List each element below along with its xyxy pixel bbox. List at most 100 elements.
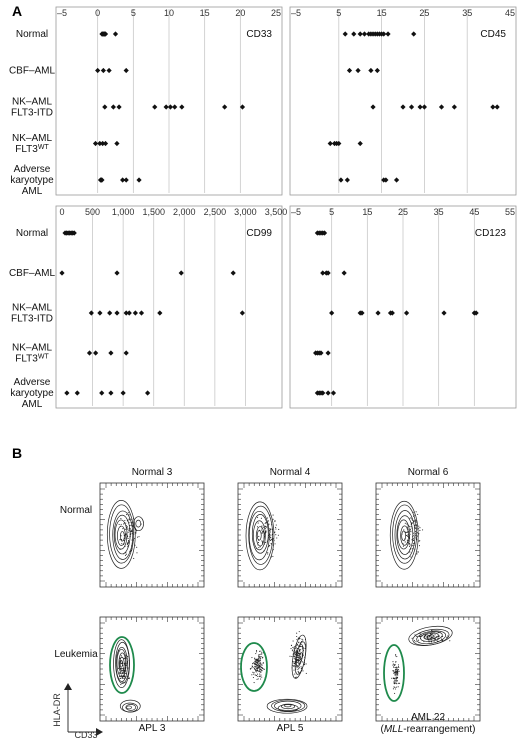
- event-dot: [397, 664, 400, 666]
- density-contour: [255, 526, 265, 547]
- event-dot: [394, 663, 396, 665]
- event-dot: [394, 664, 396, 667]
- event-dot: [256, 526, 258, 528]
- event-dot: [423, 634, 425, 636]
- event-dot: [295, 676, 297, 678]
- event-dot: [398, 666, 400, 669]
- event-dot: [259, 673, 261, 675]
- flow-plot: [237, 482, 343, 588]
- row-label: Adverse: [14, 377, 51, 388]
- event-dot: [117, 667, 120, 669]
- event-dot: [122, 681, 124, 683]
- event-dot: [293, 669, 295, 671]
- tick-label: 45: [505, 8, 515, 18]
- event-dot: [256, 666, 258, 668]
- column-header: Normal 4: [270, 467, 311, 478]
- event-dot: [434, 638, 436, 640]
- event-dot: [438, 636, 440, 638]
- event-dot: [127, 540, 130, 542]
- leukemia-gate: [383, 644, 405, 702]
- data-point: [361, 31, 368, 37]
- data-point: [321, 230, 328, 236]
- event-dot: [396, 678, 398, 680]
- event-dot: [442, 635, 444, 638]
- event-dot: [412, 545, 414, 547]
- event-dot: [258, 654, 260, 656]
- event-dot: [411, 637, 413, 639]
- event-dot: [265, 527, 267, 529]
- event-dot: [394, 672, 396, 674]
- tick-label: 500: [85, 207, 100, 217]
- data-point: [389, 310, 395, 316]
- event-dot: [259, 671, 261, 673]
- event-dot: [295, 651, 297, 653]
- event-dot: [396, 667, 398, 669]
- event-dot: [406, 539, 408, 541]
- event-dot: [120, 663, 122, 665]
- event-dot: [416, 535, 419, 537]
- event-dot: [261, 525, 263, 527]
- event-dot: [293, 655, 295, 657]
- event-dot: [126, 543, 128, 546]
- event-dot: [418, 540, 420, 542]
- event-dot: [265, 526, 268, 528]
- event-dot: [126, 526, 129, 528]
- density-contour: [112, 510, 134, 560]
- sample-label: AML 22: [411, 712, 446, 723]
- event-dot: [251, 657, 253, 659]
- event-dot: [394, 679, 396, 681]
- event-dot: [394, 688, 396, 690]
- data-point: [438, 104, 445, 110]
- density-contour: [408, 625, 453, 646]
- density-contour: [119, 656, 125, 672]
- tick-label: 1,500: [142, 207, 165, 217]
- event-dot: [397, 671, 399, 673]
- event-dot: [402, 545, 404, 547]
- row-label: NK–AML: [12, 97, 52, 108]
- event-dot: [272, 555, 274, 557]
- tick-label: 1,000: [112, 207, 135, 217]
- data-point: [93, 350, 99, 356]
- event-dot: [258, 656, 261, 658]
- data-point: [108, 350, 114, 356]
- flow-plot: [375, 616, 481, 722]
- panel-b-flow-cytometry: Normal 3 Normal 4 Normal 6 Normal Leukemia AP…: [52, 467, 481, 738]
- event-dot: [127, 541, 129, 543]
- event-dot: [258, 665, 261, 667]
- event-dot: [296, 660, 298, 662]
- event-dot: [428, 639, 430, 641]
- event-dot: [300, 667, 302, 669]
- tick-label: 15: [377, 8, 387, 18]
- data-point: [74, 390, 80, 396]
- event-dot: [431, 630, 433, 632]
- event-dot: [258, 656, 260, 658]
- row-label: CBF–AML: [9, 66, 56, 77]
- marker-name: CD99: [246, 228, 272, 239]
- event-dot: [437, 637, 439, 639]
- event-dot: [299, 660, 302, 662]
- data-point: [400, 104, 406, 110]
- event-dot: [425, 633, 427, 635]
- event-dot: [412, 539, 415, 542]
- event-dot: [395, 671, 397, 674]
- tick-label: 2,500: [204, 207, 227, 217]
- density-contour: [400, 525, 409, 546]
- event-dot: [295, 648, 297, 650]
- event-dot: [408, 542, 410, 544]
- event-dot: [121, 543, 123, 545]
- data-point: [355, 67, 361, 74]
- row-label: karyotype: [10, 175, 54, 186]
- event-dot: [261, 540, 263, 542]
- event-dot: [441, 636, 443, 638]
- event-dot: [259, 661, 261, 663]
- data-point: [370, 104, 376, 110]
- event-dot: [396, 674, 398, 676]
- event-dot: [392, 664, 394, 666]
- event-dot: [433, 638, 436, 640]
- event-dot: [296, 632, 298, 634]
- event-dot: [296, 644, 299, 646]
- event-dot: [396, 670, 398, 673]
- event-dot: [299, 650, 301, 653]
- event-dot: [260, 678, 262, 680]
